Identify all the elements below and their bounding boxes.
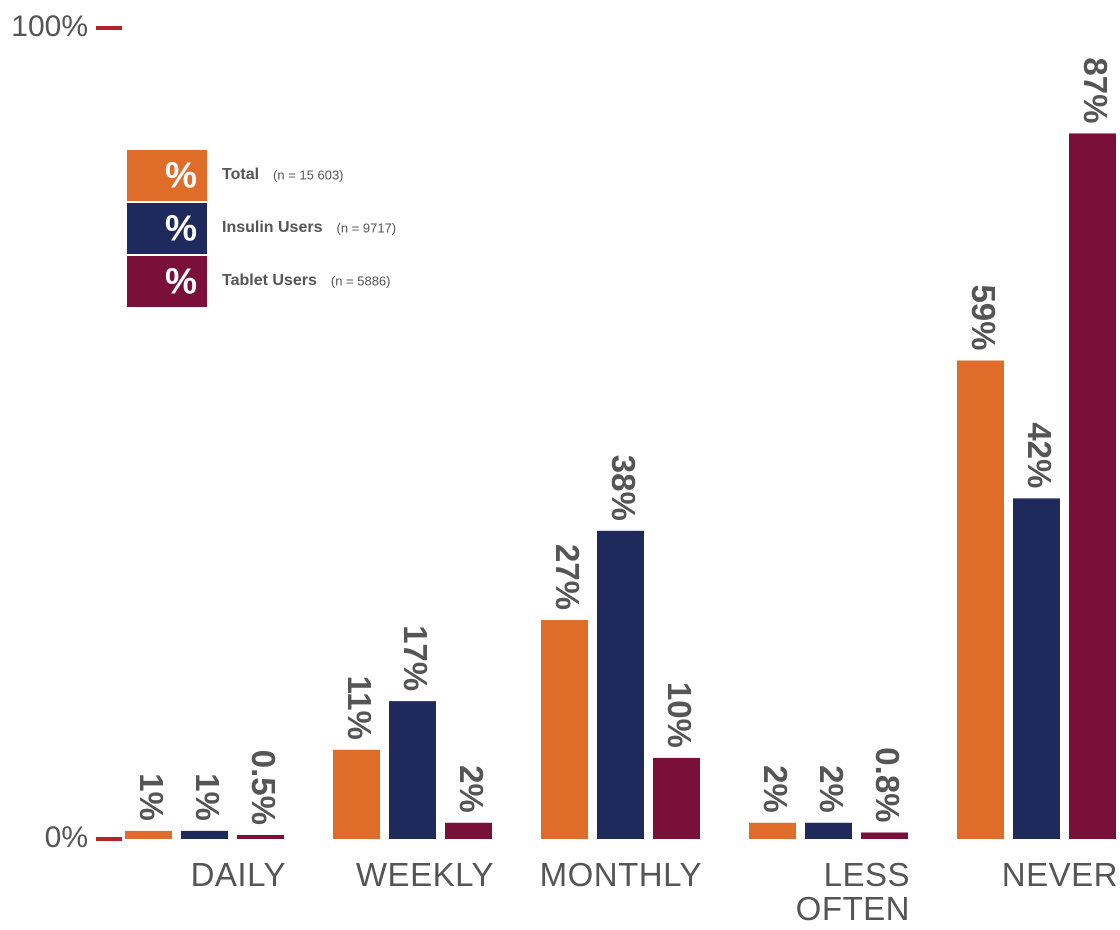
bar bbox=[125, 830, 172, 839]
x-tick-label: MONTHLY bbox=[539, 856, 702, 893]
value-label: 2% bbox=[453, 765, 490, 813]
value-label: 11% bbox=[341, 676, 378, 740]
value-label: 42% bbox=[1021, 422, 1058, 488]
legend-label: Tablet Users bbox=[222, 272, 317, 289]
value-label: 59% bbox=[965, 284, 1002, 350]
value-label: 2% bbox=[757, 765, 794, 813]
value-label: 0.5% bbox=[245, 750, 282, 825]
bar bbox=[1013, 498, 1060, 839]
bar bbox=[861, 832, 908, 839]
value-label: 27% bbox=[549, 544, 586, 610]
value-label: 2% bbox=[813, 765, 850, 813]
bar bbox=[597, 530, 644, 839]
legend-note: (n = 5886) bbox=[331, 273, 391, 288]
bar bbox=[541, 620, 588, 839]
value-label: 1% bbox=[133, 773, 170, 821]
legend-note: (n = 15 603) bbox=[273, 167, 343, 182]
legend-note: (n = 9717) bbox=[336, 220, 396, 235]
value-label: 0.8% bbox=[869, 747, 906, 822]
value-label: 17% bbox=[397, 625, 434, 691]
bar bbox=[749, 822, 796, 839]
legend-label: Insulin Users bbox=[222, 219, 323, 236]
legend-swatch bbox=[127, 150, 207, 201]
bar bbox=[333, 749, 380, 839]
legend-symbol: % bbox=[165, 155, 197, 196]
bar bbox=[237, 834, 284, 839]
legend-swatch bbox=[127, 203, 207, 254]
value-label: 87% bbox=[1077, 57, 1114, 123]
legend-label: Total bbox=[222, 166, 259, 183]
bar bbox=[445, 822, 492, 839]
x-tick-label: NEVER bbox=[1001, 856, 1118, 893]
legend-swatch bbox=[127, 256, 207, 307]
legend-symbol: % bbox=[165, 261, 197, 302]
bar bbox=[805, 822, 852, 839]
value-label: 1% bbox=[189, 773, 226, 821]
legend-symbol: % bbox=[165, 208, 197, 249]
value-label: 38% bbox=[605, 455, 642, 521]
x-tick-label: DAILY bbox=[190, 856, 286, 893]
y-tick-label: 100% bbox=[11, 10, 88, 43]
value-label: 10% bbox=[661, 682, 698, 748]
x-tick-label: WEEKLY bbox=[355, 856, 494, 893]
bar bbox=[181, 830, 228, 839]
y-tick-label: 0% bbox=[45, 821, 88, 854]
bar bbox=[957, 360, 1004, 839]
bar bbox=[1069, 133, 1116, 839]
bar bbox=[653, 757, 700, 839]
x-tick-label: LESS OFTEN bbox=[795, 856, 910, 927]
bar bbox=[389, 701, 436, 839]
